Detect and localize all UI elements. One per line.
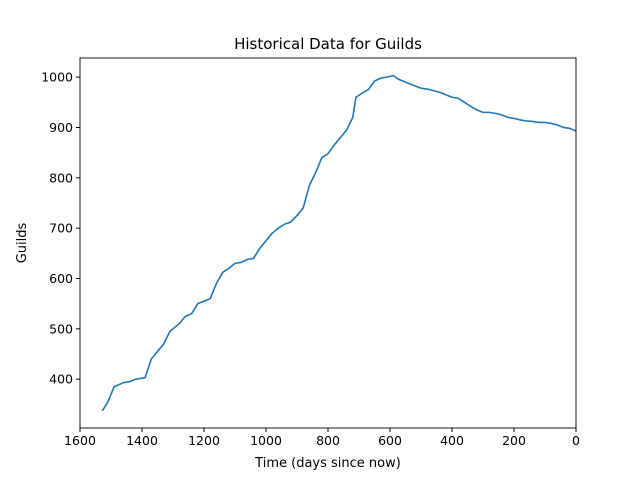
- y-tick-label: 700: [49, 221, 73, 236]
- y-tick-label: 500: [49, 321, 73, 336]
- x-axis-label: Time (days since now): [254, 456, 401, 471]
- x-tick-label: 1000: [250, 433, 282, 448]
- x-tick-label: 800: [316, 433, 340, 448]
- y-tick-label: 900: [49, 120, 73, 135]
- chart-title: Historical Data for Guilds: [234, 35, 422, 53]
- x-tick-label: 200: [502, 433, 526, 448]
- x-tick-label: 1400: [126, 433, 158, 448]
- axes-frame: [79, 57, 577, 429]
- y-tick-label: 1000: [41, 70, 73, 85]
- data-line: [101, 74, 577, 412]
- y-tick-label: 400: [49, 372, 73, 387]
- x-tick-label: 1200: [188, 433, 220, 448]
- y-tick-label: 600: [49, 271, 73, 286]
- x-tick-label: 1600: [64, 433, 96, 448]
- y-tick-label: 800: [49, 170, 73, 185]
- x-tick-label: 0: [572, 433, 580, 448]
- x-tick-label: 600: [378, 433, 402, 448]
- x-tick-label: 400: [440, 433, 464, 448]
- y-axis-label: Guilds: [15, 222, 30, 263]
